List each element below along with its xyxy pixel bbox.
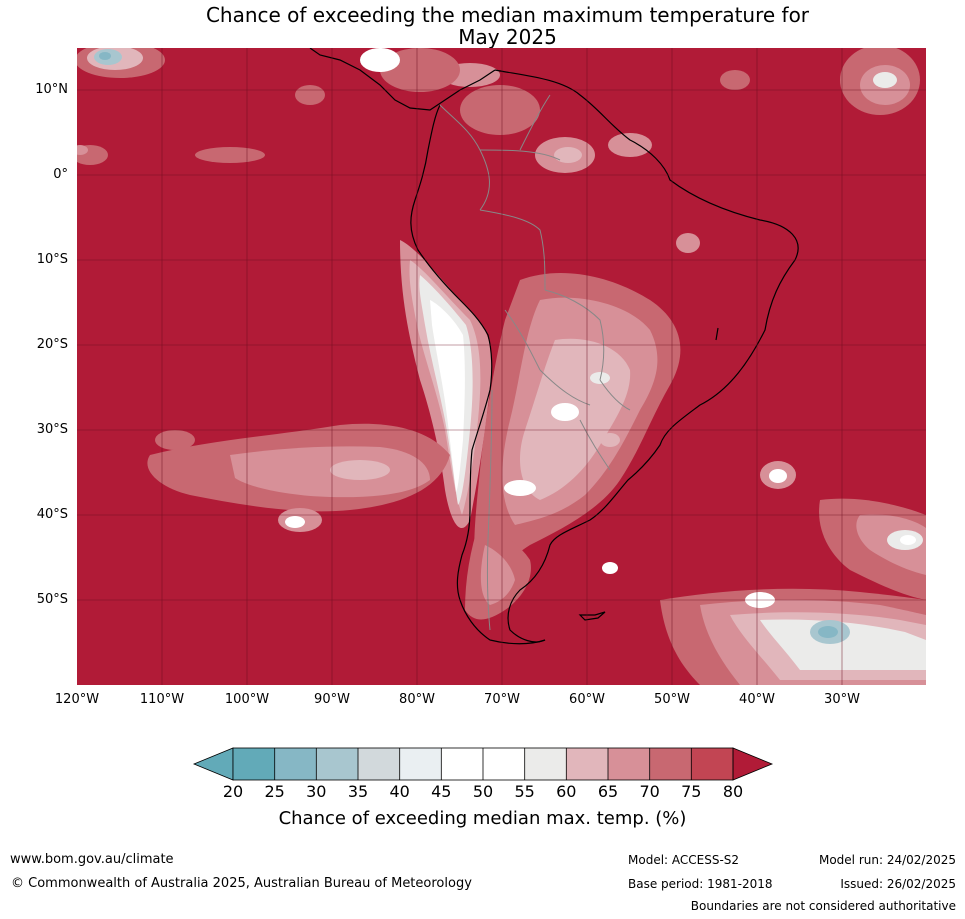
- patagonia-region: [465, 520, 618, 620]
- lat-label-0: 0°: [53, 167, 68, 182]
- colorbar-bin-45-50: [441, 748, 483, 780]
- issued-date: Issued: 26/02/2025: [840, 877, 956, 891]
- andes-band: [400, 240, 492, 529]
- colorbar-tick-75: 75: [681, 782, 702, 801]
- lat-label-10n: 10°N: [35, 82, 68, 97]
- pacific-band: [77, 145, 451, 532]
- colorbar-tick-70: 70: [639, 782, 660, 801]
- lon-label-110w: 110°W: [139, 692, 185, 707]
- website-link[interactable]: www.bom.gov.au/climate: [10, 852, 174, 867]
- colorbar-tick-55: 55: [514, 782, 535, 801]
- colorbar-bin-50-55: [483, 748, 525, 780]
- base-period: Base period: 1981-2018: [628, 877, 773, 891]
- title-line-2: May 2025: [458, 25, 557, 49]
- title-line-1: Chance of exceeding the median maximum t…: [205, 3, 810, 27]
- colorbar: [192, 747, 774, 781]
- colorbar-tick-40: 40: [389, 782, 410, 801]
- colorbar-bin-60-65: [566, 748, 608, 780]
- lon-label-30w: 30°W: [824, 692, 860, 707]
- colorbar-bin-25-30: [274, 748, 317, 780]
- lon-label-100w: 100°W: [224, 692, 270, 707]
- colorbar-tick-60: 60: [556, 782, 577, 801]
- contour-60-b: [600, 433, 620, 447]
- contour-50-a: [551, 403, 579, 421]
- south-atlantic-patches: [760, 461, 926, 600]
- lon-label-120w: 120°W: [54, 692, 100, 707]
- lat-label-10s: 10°S: [36, 252, 68, 267]
- copyright-text: © Commonwealth of Australia 2025, Austra…: [11, 876, 472, 891]
- colorbar-tick-25: 25: [264, 782, 285, 801]
- colorbar-high-arrow: [732, 747, 774, 781]
- central-south-america-region: [474, 272, 681, 600]
- colorbar-bin-20-25: [233, 748, 275, 780]
- southeast-atlantic-pattern: [660, 588, 926, 685]
- lat-label-40s: 40°S: [36, 507, 68, 522]
- lat-label-20s: 20°S: [36, 337, 68, 352]
- colorbar-bin-40-45: [399, 748, 442, 780]
- lon-label-90w: 90°W: [314, 692, 350, 707]
- colorbar-bin-30-35: [316, 748, 358, 780]
- northwest-pacific-patch: [77, 48, 165, 78]
- colorbar-tick-65: 65: [597, 782, 619, 801]
- boundaries-disclaimer: Boundaries are not considered authoritat…: [690, 899, 956, 913]
- colorbar-tick-50: 50: [472, 782, 494, 801]
- model-run-date: Model run: 24/02/2025: [818, 853, 956, 867]
- northern-patches: [195, 48, 700, 253]
- colorbar-bin-65-70: [608, 748, 650, 780]
- lon-label-50w: 50°W: [654, 692, 690, 707]
- lat-label-50s: 50°S: [36, 592, 68, 607]
- lon-label-70w: 70°W: [484, 692, 520, 707]
- colorbar-low-arrow: [192, 747, 234, 781]
- lat-label-30s: 30°S: [36, 422, 68, 437]
- colorbar-tick-35: 35: [347, 782, 369, 801]
- gridlines: [77, 48, 926, 685]
- colorbar-tick-20: 20: [222, 782, 244, 801]
- map-title: Chance of exceeding the median maximum t…: [0, 4, 965, 48]
- northeast-atlantic-patches: [720, 48, 920, 115]
- model-name: Model: ACCESS-S2: [628, 853, 740, 867]
- contour-50-b: [504, 480, 536, 496]
- colorbar-tick-45: 45: [431, 782, 452, 801]
- colorbar-bin-70-75: [649, 748, 692, 780]
- colorbar-tick-30: 30: [306, 782, 327, 801]
- lon-label-80w: 80°W: [399, 692, 435, 707]
- colorbar-bin-35-40: [358, 748, 400, 780]
- colorbar-bin-75-80: [691, 748, 733, 780]
- country-borders: [439, 94, 631, 631]
- probability-map: [77, 48, 926, 685]
- lon-label-40w: 40°W: [739, 692, 775, 707]
- colorbar-label: Chance of exceeding median max. temp. (%…: [278, 808, 687, 829]
- colorbar-tick-80: 80: [722, 782, 744, 801]
- lon-label-60w: 60°W: [569, 692, 605, 707]
- colorbar-bin-55-60: [524, 748, 567, 780]
